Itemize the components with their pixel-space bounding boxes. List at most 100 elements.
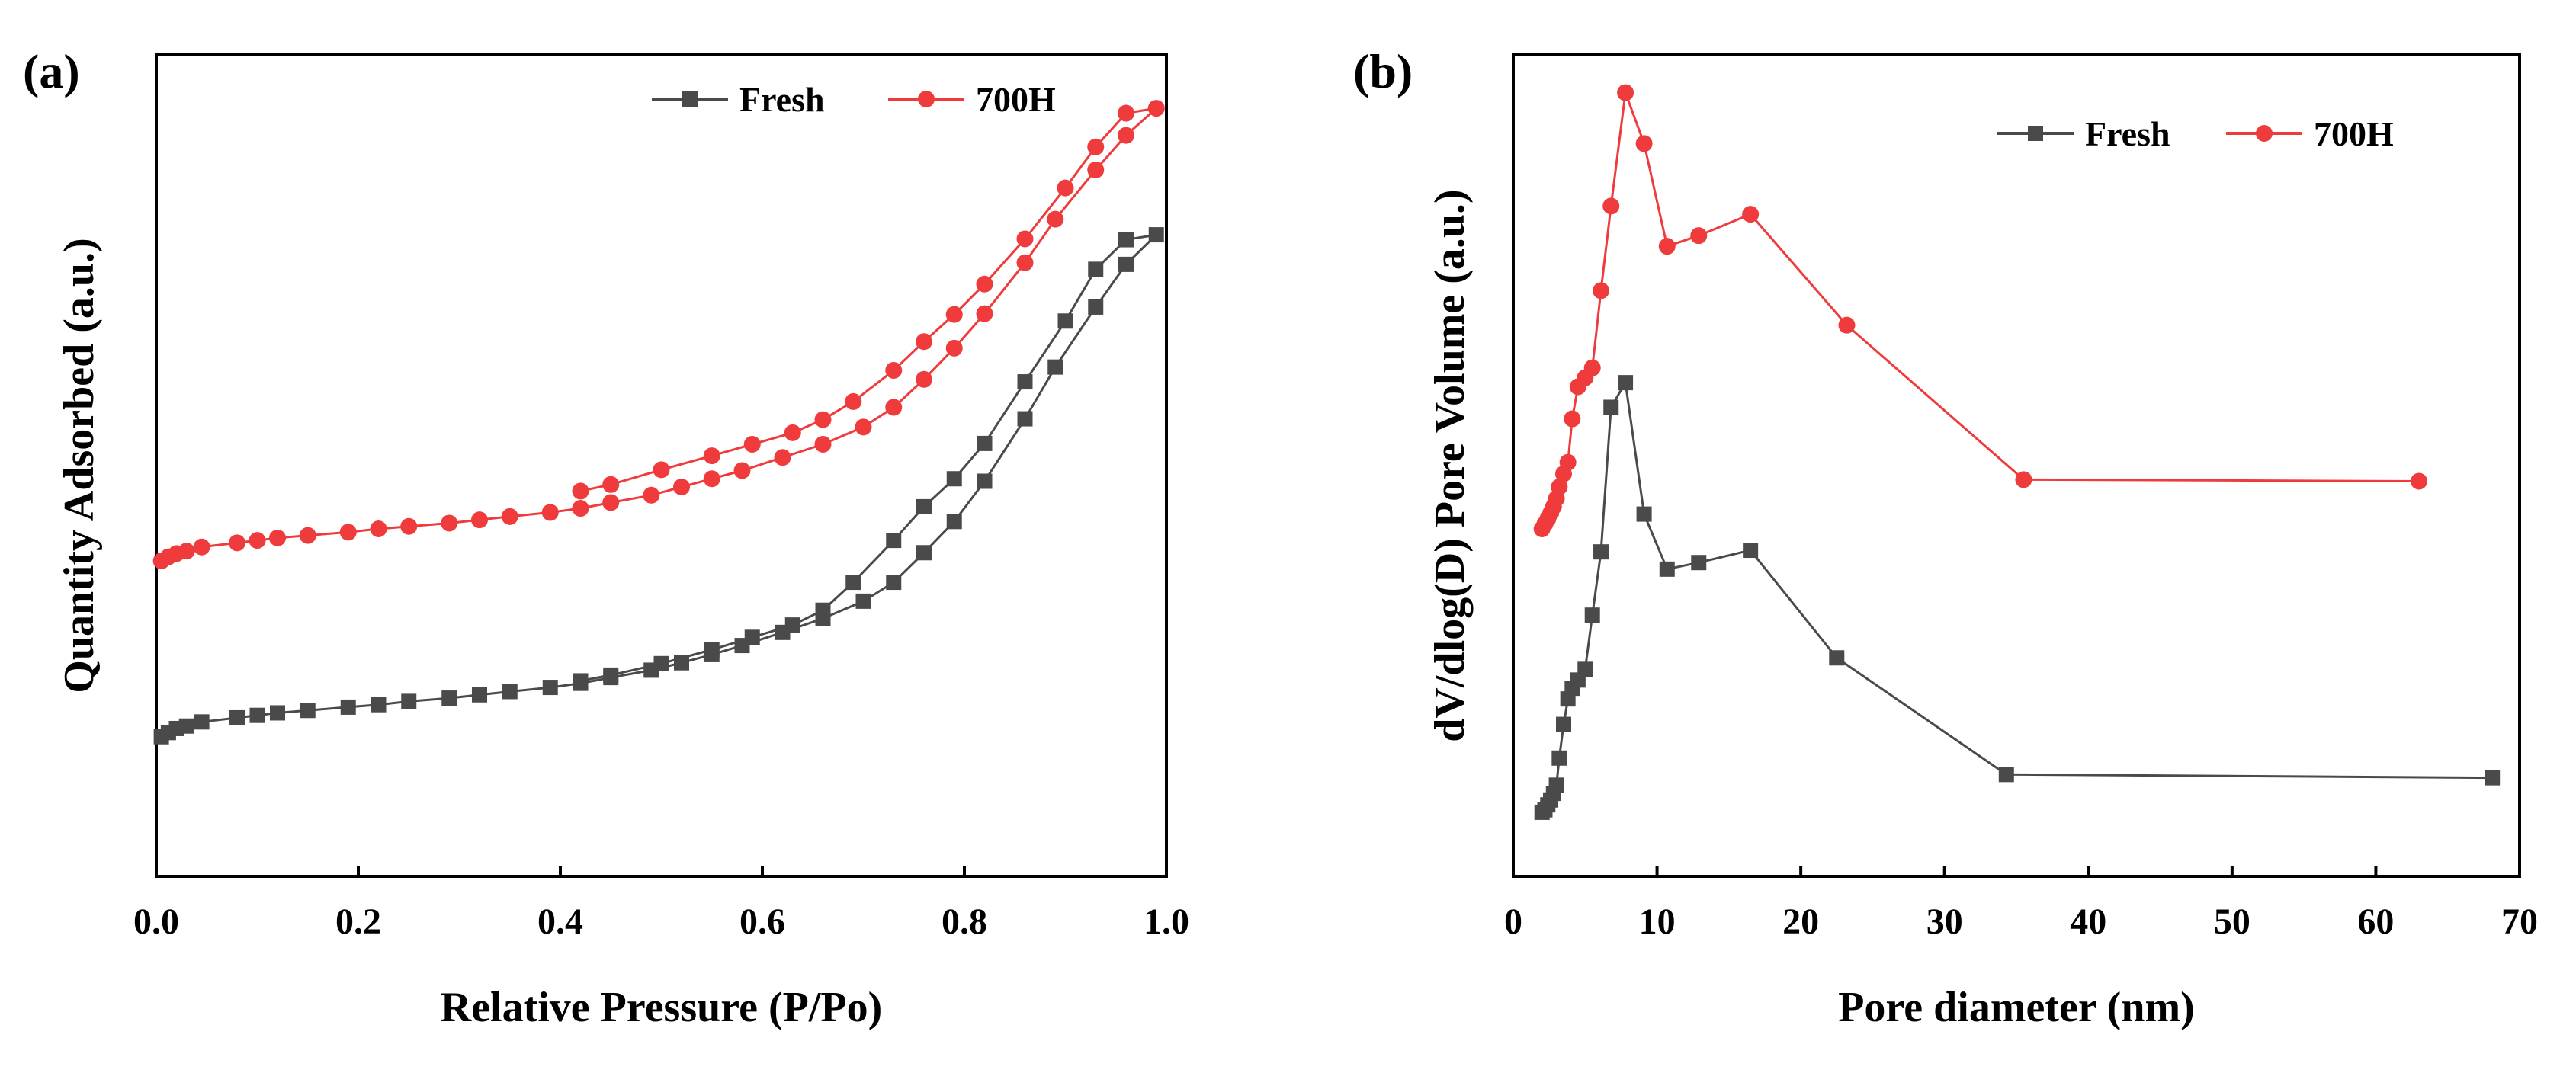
data-point — [178, 543, 195, 560]
legend: Fresh 700H — [1997, 114, 2394, 153]
data-point — [674, 655, 689, 671]
data-point — [1617, 84, 1634, 101]
data-point — [784, 424, 801, 441]
data-point — [2485, 770, 2501, 786]
series-line — [1541, 379, 2493, 814]
x-tick-label: 40 — [2070, 902, 2106, 942]
data-point — [300, 703, 316, 719]
data-point — [401, 693, 417, 709]
data-point — [977, 435, 993, 451]
data-point — [340, 699, 356, 715]
x-tick-label: 0.6 — [739, 902, 785, 942]
x-tick-label: 20 — [1782, 902, 1819, 942]
data-point — [703, 470, 720, 488]
data-point — [1603, 399, 1619, 415]
legend-item-700H: 700H — [2226, 114, 2394, 153]
data-point — [885, 399, 903, 416]
panel-label: (a) — [23, 44, 80, 98]
legend-label: Fresh — [739, 80, 825, 119]
data-point — [815, 602, 831, 618]
data-point — [916, 498, 932, 514]
data-point — [1551, 479, 1568, 496]
x-axis-title: Pore diameter (nm) — [1838, 984, 2195, 1031]
data-point — [643, 486, 660, 504]
data-point — [946, 471, 962, 487]
data-point — [371, 697, 387, 713]
data-point — [774, 449, 791, 466]
data-point — [733, 462, 751, 479]
x-tick-label: 30 — [1926, 902, 1963, 942]
data-point — [743, 435, 761, 453]
data-point — [502, 684, 518, 700]
data-point — [194, 714, 210, 730]
data-point — [1584, 607, 1600, 623]
x-tick-label: 70 — [2501, 902, 2538, 942]
data-point — [814, 411, 832, 428]
data-point — [249, 707, 265, 723]
data-point — [855, 593, 871, 609]
legend: Fresh 700H — [652, 80, 1056, 119]
data-point — [400, 517, 418, 535]
data-point — [1118, 127, 1134, 144]
data-point — [602, 494, 620, 511]
data-point — [1016, 254, 1034, 271]
chart-panel-b: (b) 0 10 20 30 40 50 60 70 Pore diameter (nm) dV/d… — [1353, 44, 2538, 1031]
x-tick-label: 10 — [1639, 902, 1676, 942]
data-point — [229, 534, 245, 552]
chart-panel-a: (a) 0.0 0.2 0.4 0.6 0.8 1.0 Relative Pressure (… — [23, 44, 1189, 1031]
series-700H — [1533, 84, 2427, 538]
data-point — [703, 447, 720, 465]
data-point — [673, 479, 690, 496]
data-point — [1556, 716, 1571, 732]
data-point — [1583, 359, 1601, 376]
x-tick-label: 0.2 — [335, 902, 381, 942]
data-point — [1593, 282, 1610, 299]
data-point — [2411, 472, 2427, 490]
legend-item-Fresh: Fresh — [652, 80, 825, 119]
data-point — [1147, 100, 1165, 117]
data-point — [845, 392, 862, 410]
legend-marker — [918, 91, 935, 107]
data-point — [1087, 161, 1105, 178]
data-point — [370, 520, 387, 538]
data-point — [602, 476, 620, 493]
data-point — [1618, 375, 1634, 391]
data-point — [1743, 543, 1759, 559]
data-point — [976, 275, 993, 293]
legend-marker — [682, 91, 698, 107]
legend-item-Fresh: Fresh — [1997, 114, 2170, 153]
data-point — [977, 473, 993, 489]
data-point — [542, 680, 558, 696]
x-tick-label: 0.8 — [942, 902, 987, 942]
data-point — [572, 482, 589, 500]
data-point — [855, 418, 872, 436]
data-point — [1559, 453, 1577, 471]
data-point — [1690, 227, 1708, 245]
data-point — [1548, 777, 1564, 793]
data-point — [193, 538, 210, 556]
data-point — [1659, 561, 1675, 577]
data-point — [784, 617, 800, 633]
data-point — [945, 339, 963, 357]
data-point — [1017, 411, 1033, 427]
data-point — [945, 306, 963, 323]
data-point — [1602, 197, 1620, 215]
data-point — [541, 504, 559, 521]
data-point — [573, 673, 589, 689]
data-point — [1057, 313, 1073, 329]
data-point — [339, 524, 357, 541]
legend-label: 700H — [976, 80, 1056, 119]
x-tick-label: 0.4 — [537, 902, 583, 942]
data-point — [1635, 135, 1653, 152]
legend-marker — [2256, 125, 2273, 142]
data-point — [1118, 256, 1134, 272]
x-tick-label: 1.0 — [1144, 902, 1189, 942]
data-point — [572, 500, 589, 517]
series-700H — [152, 100, 1165, 570]
data-point — [1047, 359, 1063, 375]
data-point — [916, 333, 932, 351]
data-point — [229, 709, 245, 725]
data-point — [471, 511, 488, 529]
data-point — [1829, 650, 1845, 666]
data-point — [946, 514, 962, 530]
